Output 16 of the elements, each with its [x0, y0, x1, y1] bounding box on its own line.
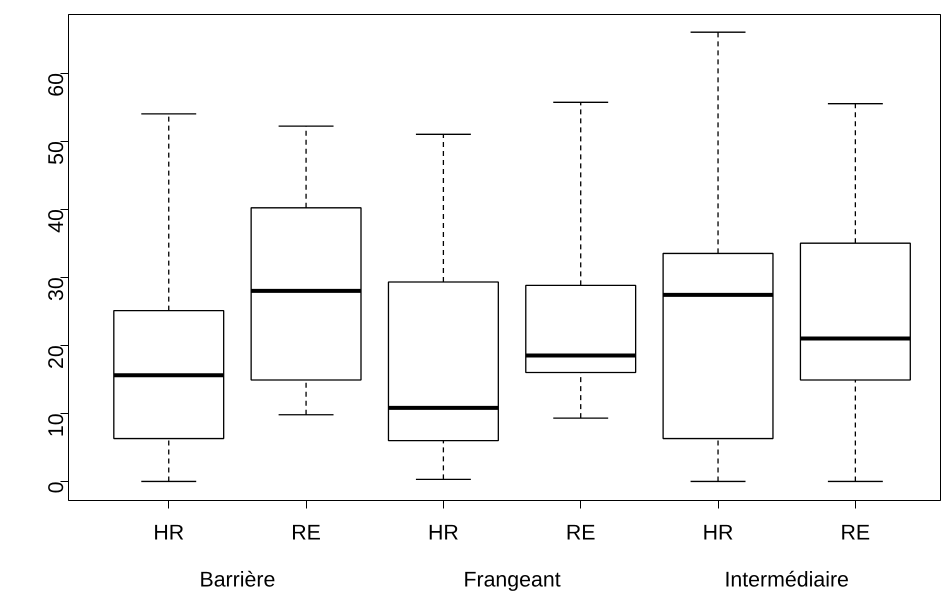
y-tick-label: 20 — [44, 345, 68, 370]
y-tick-label: 0 — [44, 481, 68, 494]
x-tick-label: HR — [153, 520, 184, 544]
y-tick-label: 60 — [44, 72, 68, 97]
y-tick-label: 40 — [44, 209, 68, 233]
x-tick-label: RE — [840, 520, 870, 544]
text: Barrière — [199, 568, 276, 592]
y-tick-label: 10 — [44, 413, 68, 438]
text: Frangeant — [463, 568, 561, 592]
y-tick-label: 50 — [44, 140, 68, 165]
x-tick-label: RE — [291, 520, 321, 544]
text: Intermédiaire — [724, 568, 849, 592]
y-tick-label: 30 — [44, 277, 68, 301]
x-tick-label: RE — [566, 520, 596, 544]
x-tick-label: HR — [702, 520, 734, 544]
x-tick-label: HR — [428, 520, 459, 544]
